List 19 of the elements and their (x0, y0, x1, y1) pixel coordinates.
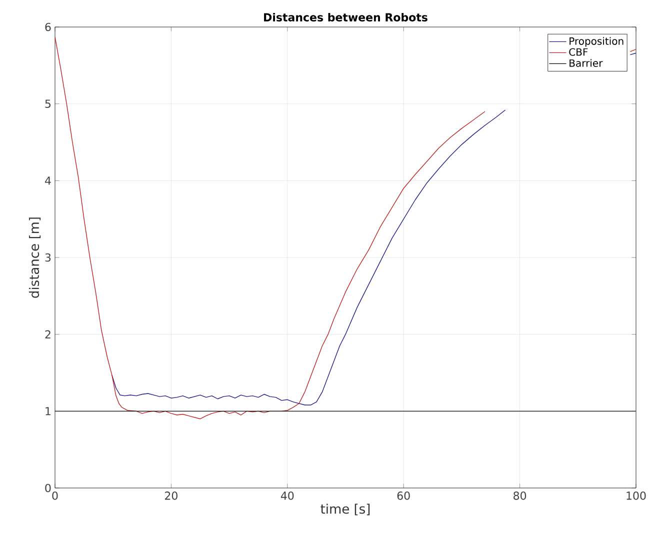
y-tick-label: 0 (45, 484, 51, 492)
x-axis-title: time [s] (320, 504, 370, 516)
legend-label: CBF (569, 48, 588, 56)
y-axis-title: distance [m] (29, 218, 41, 298)
y-tick-label: 1 (46, 407, 50, 416)
legend-label: Barrier (570, 59, 603, 67)
x-tick-label: 40 (280, 492, 294, 500)
y-tick-label: 2 (45, 330, 50, 338)
y-tick-label: 6 (45, 22, 51, 32)
y-tick-label: 3 (45, 253, 51, 262)
x-tick-label: 100 (626, 492, 646, 500)
x-tick-label: 60 (397, 492, 410, 500)
chart-title: Distances between Robots (264, 12, 428, 22)
x-tick-label: 80 (514, 492, 526, 500)
legend-label: Proposition (570, 37, 624, 47)
y-tick-label: 4 (45, 176, 51, 185)
x-tick-label: 20 (165, 492, 178, 500)
x-tick-label: 0 (52, 492, 58, 500)
y-tick-label: 5 (45, 100, 51, 108)
